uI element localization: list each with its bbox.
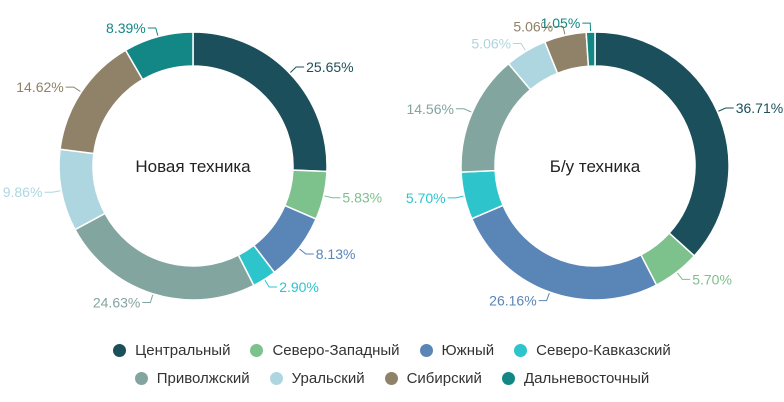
legend-label: Приволжский (156, 369, 250, 387)
legend-item: Приволжский (134, 369, 250, 387)
legend-swatch (501, 371, 515, 385)
label-leader-line (555, 26, 566, 35)
legend-item: Северо-Кавказский (514, 342, 671, 359)
donut-slice (59, 49, 144, 155)
donut-chart-1: 25.65% 5.83% 8.13% 2.90% 24.63% 9.86% 14.62% 8.… (3, 20, 382, 311)
legend-item: Центральный (113, 342, 230, 359)
chart-center-title: Б/у техника (550, 157, 641, 176)
donut-charts: 25.65% 5.83% 8.13% 2.90% 24.63% 9.86% 14.62% 8.… (3, 15, 783, 311)
legend-swatch (269, 371, 283, 385)
donut-slice (124, 31, 194, 81)
label-leader-line (290, 66, 305, 73)
donut-slice (594, 31, 730, 257)
legend: Центральный Северо-Западный Южный Северо-Ка… (0, 336, 784, 392)
label-leader-line (65, 86, 81, 92)
slice-value-label: 5.06% (513, 19, 553, 35)
legend-item: Уральский (269, 369, 365, 387)
donut-slice (470, 204, 658, 301)
legend-item: Северо-Западный (250, 341, 400, 359)
donut-chart-2: 36.71%5.70%26.16%5.70%14.56%5.06%5.06%1.… (406, 15, 783, 308)
legend-row: Центральный Северо-Западный Южный Северо-Ка… (0, 336, 784, 364)
slice-value-label: 36.71% (736, 100, 783, 116)
legend-swatch (113, 343, 127, 357)
label-leader-line (538, 292, 550, 302)
label-leader-line (44, 190, 61, 193)
chart-center-title: Новая техника (135, 157, 251, 176)
slice-value-label: 14.56% (406, 101, 453, 117)
legend-label: Дальневосточный (523, 369, 650, 387)
donut-slice (585, 31, 596, 68)
legend-swatch (250, 343, 264, 357)
label-leader-line (147, 27, 159, 36)
label-leader-line (447, 195, 464, 199)
legend-item: Дальневосточный (501, 369, 650, 387)
label-leader-line (142, 294, 154, 303)
label-leader-line (455, 108, 472, 113)
legend-row: Приволжский Уральский Сибирский Дальневосто… (0, 364, 784, 392)
slice-value-label: 9.86% (3, 184, 43, 200)
slice-value-label: 8.13% (316, 246, 356, 262)
legend-swatch (419, 343, 433, 357)
legend-label: Уральский (291, 369, 365, 387)
slice-value-label: 25.65% (306, 59, 353, 75)
donut-slice (460, 62, 532, 173)
label-leader-line (299, 248, 314, 255)
slice-value-label: 5.83% (342, 190, 382, 206)
label-leader-line (582, 22, 592, 32)
slice-value-label: 1.05% (541, 15, 581, 31)
label-leader-line (324, 195, 341, 199)
legend-label: Центральный (135, 341, 231, 359)
slice-value-label: 2.90% (279, 279, 319, 295)
legend-item: Сибирский (384, 369, 482, 387)
slice-value-label: 24.63% (93, 294, 140, 310)
slice-value-label: 26.16% (489, 293, 536, 309)
legend-swatch (384, 371, 398, 385)
slice-value-label: 5.70% (692, 271, 732, 287)
slice-value-label: 5.06% (471, 36, 511, 52)
legend-swatch (134, 371, 148, 385)
legend-label: Сибирский (406, 369, 482, 387)
legend-label: Южный (441, 341, 495, 359)
label-leader-line (676, 272, 691, 280)
slice-value-label: 8.39% (106, 20, 146, 36)
slice-value-label: 5.70% (406, 190, 446, 206)
legend-swatch (514, 343, 528, 357)
donut-slice (192, 31, 328, 173)
label-leader-line (513, 43, 526, 51)
slice-value-label: 14.62% (16, 79, 63, 95)
donut-slice (58, 148, 106, 231)
legend-item: Южный (419, 341, 495, 359)
label-leader-line (718, 107, 734, 112)
label-leader-line (264, 279, 278, 288)
donut-slice (74, 212, 255, 301)
legend-label: Северо-Западный (272, 341, 400, 359)
legend-label: Северо-Кавказский (536, 341, 671, 359)
